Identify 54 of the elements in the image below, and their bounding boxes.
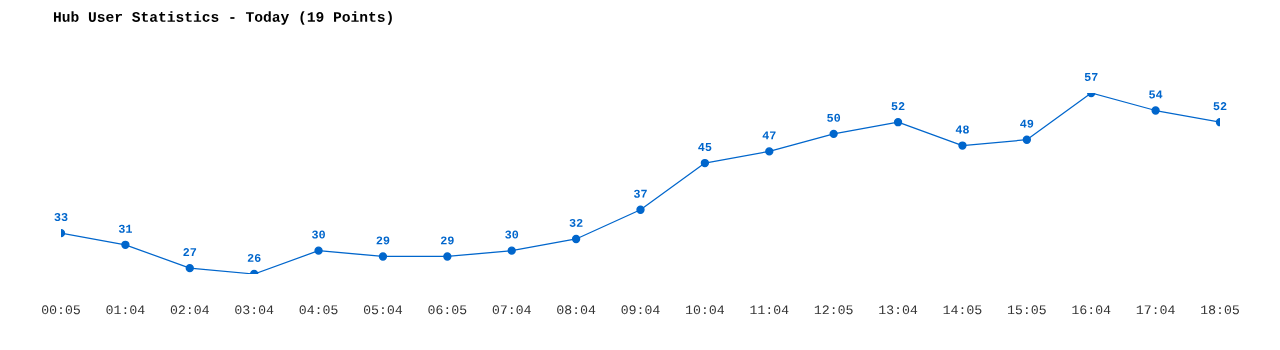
x-tick-label: 03:04: [235, 305, 274, 315]
data-label: 57: [1084, 73, 1098, 81]
point: [765, 147, 774, 156]
data-label: 47: [762, 131, 776, 140]
data-label: 45: [698, 143, 712, 152]
data-label: 27: [183, 248, 197, 256]
data-label: 37: [633, 189, 647, 198]
data-label: 33: [54, 213, 68, 222]
data-label: 30: [505, 230, 519, 239]
point: [700, 158, 710, 168]
x-tick-label: 00:05: [42, 305, 80, 315]
point: [636, 205, 645, 214]
data-label: 29: [440, 236, 454, 245]
x-tick-label: 14:05: [943, 305, 982, 315]
data-label: 49: [1020, 119, 1034, 128]
data-label: 31: [118, 224, 132, 233]
x-tick-label: 04:05: [299, 305, 338, 315]
x-tick-label: 15:05: [1007, 305, 1046, 315]
x-tick-label: 10:04: [686, 305, 725, 315]
point: [121, 240, 130, 249]
data-label: 54: [1149, 90, 1163, 99]
x-tick-label: 02:04: [170, 305, 209, 315]
x-tick-label: 05:04: [363, 305, 403, 315]
point: [443, 252, 452, 261]
chart-title: Hub User Statistics - Today (19 Points): [53, 11, 392, 25]
x-tick-label: 16:04: [1072, 305, 1111, 315]
x-tick-label: 17:04: [1136, 305, 1175, 315]
data-label: 29: [376, 236, 390, 245]
x-tick-label: 18:05: [1201, 305, 1239, 315]
point: [1151, 106, 1160, 115]
point: [1022, 135, 1032, 144]
data-label: 26: [247, 253, 261, 262]
data-label: 52: [1213, 102, 1227, 111]
x-tick-label: 07:04: [492, 305, 531, 315]
point: [571, 234, 581, 244]
point: [829, 129, 838, 139]
point: [958, 141, 967, 150]
x-tick-label: 11:04: [750, 305, 789, 315]
point: [185, 263, 194, 273]
data-label: 48: [955, 125, 969, 134]
x-tick-label: 08:04: [557, 305, 596, 315]
point: [378, 252, 388, 261]
data-label: 32: [569, 218, 583, 227]
data-label: 30: [312, 230, 325, 239]
data-label: 52: [891, 102, 905, 111]
point: [507, 246, 516, 255]
x-tick-label: 13:04: [879, 305, 918, 315]
x-tick-label: 06:05: [428, 305, 467, 315]
x-tick-label: 01:04: [106, 305, 145, 315]
point: [893, 118, 903, 127]
data-label: 50: [827, 113, 841, 122]
x-tick-label: 09:04: [621, 305, 660, 315]
x-tick-label: 12:05: [814, 305, 853, 315]
point: [314, 246, 323, 255]
